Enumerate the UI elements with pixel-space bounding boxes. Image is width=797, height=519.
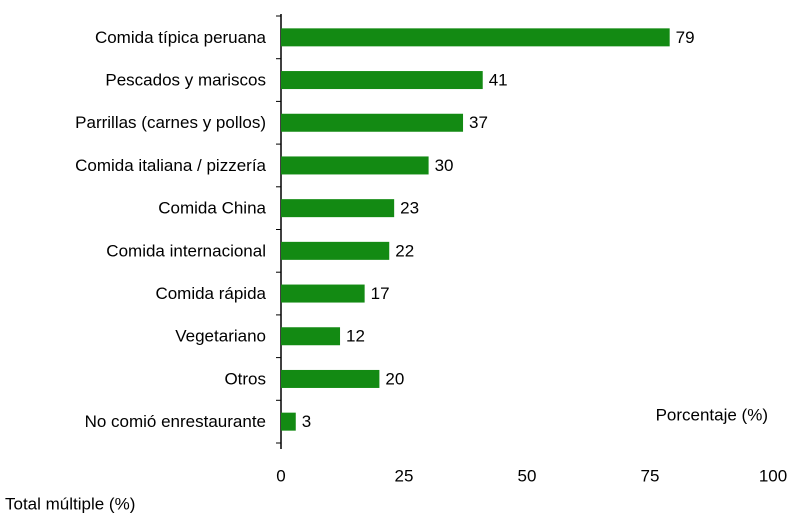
bar (281, 113, 464, 132)
data-label: 17 (371, 284, 390, 303)
x-tick-label: 0 (276, 466, 285, 485)
bar (281, 369, 380, 388)
bar (281, 284, 365, 303)
bar (281, 199, 395, 218)
y-tick-label: No comió enrestaurante (85, 412, 266, 431)
x-tick-label: 75 (641, 466, 660, 485)
y-tick-label: Comida rápida (155, 284, 266, 303)
data-label: 30 (435, 156, 454, 175)
data-label: 22 (395, 241, 414, 260)
y-tick-label: Pescados y mariscos (105, 71, 266, 90)
y-tick-label: Comida italiana / pizzería (75, 156, 266, 175)
y-tick-label: Vegetariano (175, 327, 266, 346)
x-axis-label: Porcentaje (%) (656, 405, 768, 424)
data-label: 79 (676, 28, 695, 47)
data-label: 20 (385, 369, 404, 388)
bar (281, 28, 670, 47)
bar (281, 156, 429, 175)
bar (281, 241, 390, 260)
data-label: 12 (346, 327, 365, 346)
data-label: 3 (302, 412, 311, 431)
y-tick-label: Comida típica peruana (95, 28, 267, 47)
bar (281, 412, 296, 431)
x-tick-label: 25 (395, 466, 414, 485)
y-tick-label: Comida internacional (106, 241, 266, 260)
x-tick-label: 50 (518, 466, 537, 485)
note: Total múltiple (%) (5, 494, 135, 513)
x-tick-label: 100 (759, 466, 787, 485)
data-label: 23 (400, 199, 419, 218)
y-tick-label: Parrillas (carnes y pollos) (75, 113, 266, 132)
bar (281, 327, 341, 346)
data-label: 37 (469, 113, 488, 132)
y-tick-label: Comida China (158, 199, 266, 218)
bar (281, 71, 483, 90)
data-label: 41 (489, 71, 508, 90)
y-tick-label: Otros (224, 369, 266, 388)
